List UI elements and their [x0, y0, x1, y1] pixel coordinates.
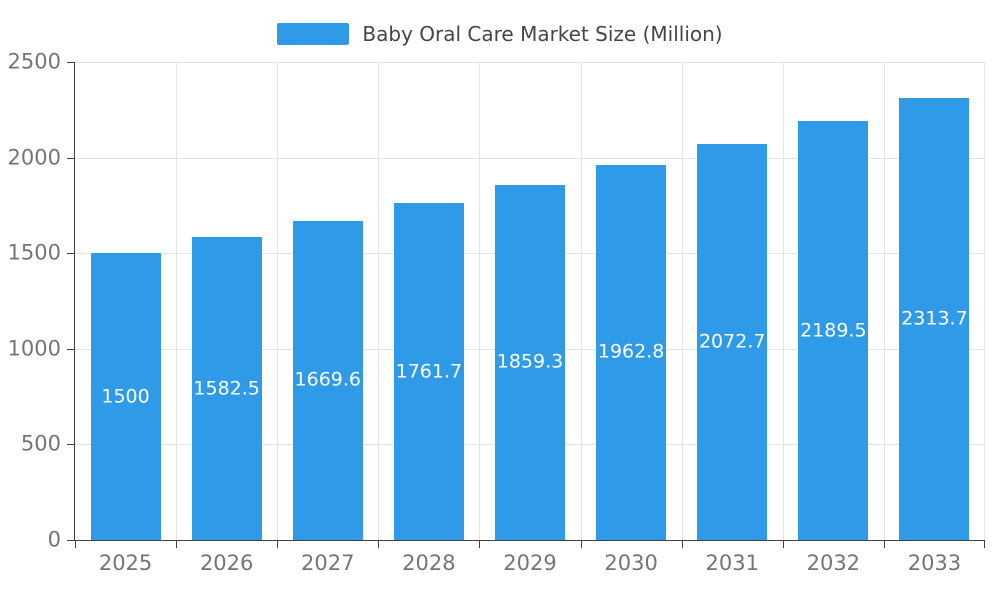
x-axis-label: 2029 — [503, 551, 557, 575]
vertical-gridline — [581, 62, 582, 540]
y-axis-tick-mark — [67, 62, 75, 63]
x-axis-tick-mark — [277, 540, 278, 548]
x-axis-label: 2025 — [98, 551, 153, 575]
x-axis-label: 2027 — [301, 551, 355, 575]
x-axis-tick-mark — [984, 540, 985, 548]
bar-value-label: 2313.7 — [901, 307, 968, 330]
legend-label: Baby Oral Care Market Size (Million) — [362, 22, 723, 46]
horizontal-gridline — [75, 62, 985, 63]
y-axis-tick-mark — [67, 540, 75, 541]
bar-value-label: 1962.8 — [597, 340, 665, 363]
x-axis-tick-mark — [682, 540, 683, 548]
x-axis-label: 2030 — [604, 551, 658, 575]
y-axis-tick-mark — [67, 348, 75, 350]
x-axis-label: 2026 — [199, 551, 254, 575]
x-axis-label: 2032 — [806, 551, 861, 575]
bar[interactable]: 1500 — [90, 253, 161, 540]
y-axis-tick-mark — [67, 157, 75, 159]
vertical-gridline — [783, 62, 784, 540]
bar[interactable]: 1962.8 — [596, 164, 667, 540]
x-axis-tick-mark — [479, 540, 480, 548]
plot-area: 0 500 1000 1500 2000 2500 1500 2025 1582.5 2026 16… — [8, 51, 985, 574]
vertical-gridline — [984, 62, 985, 540]
bar-value-label: 2189.5 — [800, 319, 867, 342]
vertical-gridline — [378, 62, 379, 540]
x-axis-tick-mark — [783, 540, 784, 548]
y-axis-tick-mark — [67, 253, 75, 255]
y-axis-tick-label: 2500 — [7, 49, 61, 74]
vertical-gridline — [176, 62, 177, 540]
bar-value-label: 1500 — [101, 385, 150, 408]
x-axis-label: 2028 — [402, 551, 456, 575]
y-axis-tick-label: 500 — [20, 431, 61, 456]
bar-value-label: 1582.5 — [193, 377, 260, 400]
vertical-gridline — [682, 62, 683, 540]
x-axis-tick-mark — [176, 540, 177, 548]
x-axis-label: 2031 — [705, 551, 759, 575]
bar[interactable]: 1761.7 — [393, 203, 464, 540]
vertical-gridline — [277, 62, 278, 540]
bar-value-label: 1761.7 — [395, 360, 463, 383]
bar[interactable]: 1582.5 — [191, 237, 262, 540]
y-axis-tick-label: 1500 — [7, 240, 61, 265]
bar[interactable]: 2313.7 — [899, 97, 970, 540]
bar[interactable]: 1669.6 — [292, 220, 363, 540]
y-axis-tick-mark — [67, 444, 75, 446]
bar[interactable]: 2072.7 — [697, 143, 768, 540]
x-axis-tick-mark — [581, 540, 582, 548]
vertical-gridline — [479, 62, 480, 540]
bar-value-label: 1669.6 — [294, 368, 361, 391]
legend-swatch-icon — [277, 23, 350, 45]
x-axis-tick-mark — [884, 540, 885, 548]
x-axis-line — [74, 540, 985, 541]
bar[interactable]: 2189.5 — [798, 121, 869, 540]
x-axis-tick-mark — [75, 540, 76, 548]
y-axis-tick-label: 0 — [47, 527, 61, 552]
x-axis-label: 2033 — [907, 551, 962, 575]
vertical-gridline — [884, 62, 885, 540]
bar-value-label: 2072.7 — [698, 330, 766, 353]
y-axis-tick-label: 1000 — [7, 336, 61, 361]
horizontal-gridline — [75, 157, 985, 159]
x-axis-tick-mark — [378, 540, 379, 548]
y-axis-tick-label: 2000 — [7, 145, 61, 170]
chart-legend[interactable]: Baby Oral Care Market Size (Million) — [0, 22, 1000, 46]
y-axis-line — [74, 62, 75, 540]
bar-value-label: 1859.3 — [496, 350, 564, 373]
bar[interactable]: 1859.3 — [495, 184, 565, 540]
